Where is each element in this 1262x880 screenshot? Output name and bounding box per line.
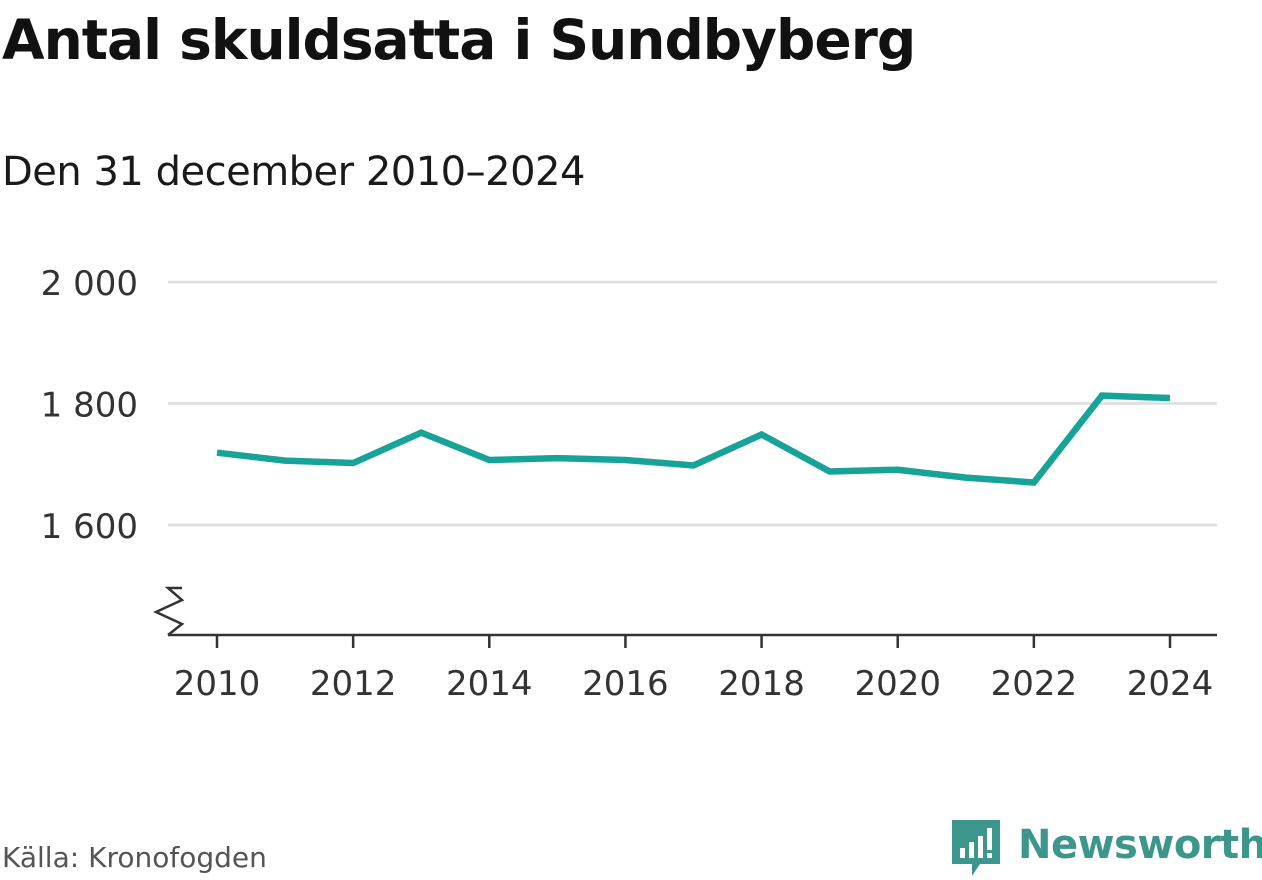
- data-point: [214, 450, 220, 456]
- x-tick-label: 2016: [582, 664, 669, 704]
- data-point: [963, 475, 969, 481]
- data-point: [418, 430, 424, 436]
- chart-title: Antal skuldsatta i Sundbyberg: [2, 8, 916, 72]
- x-tick-label: 2024: [1127, 664, 1214, 704]
- y-tick-label: 2 000: [41, 264, 138, 304]
- y-tick-label: 1 800: [41, 386, 138, 426]
- data-point: [350, 460, 356, 466]
- brand-logo: Newsworthy: [950, 818, 1262, 880]
- series-group: [214, 392, 1173, 486]
- data-point: [691, 462, 697, 468]
- y-axis-labels: 1 600 1 800 2 000: [41, 264, 138, 547]
- line-chart: 1 600 1 800 2 000 2010 2012 2014 2016 2018 2020…: [41, 264, 1217, 704]
- x-tick-label: 2022: [991, 664, 1078, 704]
- data-point: [1099, 393, 1105, 399]
- data-point: [622, 457, 628, 463]
- x-axis-labels: 2010 2012 2014 2016 2018 2020 2022 2024: [174, 664, 1214, 704]
- data-point: [1031, 479, 1037, 485]
- data-point: [1167, 395, 1173, 401]
- x-tick-label: 2010: [174, 664, 261, 704]
- newsworthy-logo-icon: [952, 820, 1000, 876]
- series-line: [216, 392, 1171, 486]
- gridlines: [168, 280, 1217, 527]
- data-point: [282, 458, 288, 464]
- x-axis: [153, 586, 1217, 648]
- data-point: [827, 469, 833, 475]
- chart-subtitle: Den 31 december 2010–2024: [2, 149, 585, 195]
- x-tick-label: 2012: [310, 664, 397, 704]
- data-point: [759, 431, 765, 437]
- data-point: [554, 455, 560, 461]
- x-tick-label: 2020: [854, 664, 941, 704]
- axis-break-icon: [153, 586, 185, 636]
- data-point: [486, 457, 492, 463]
- data-point: [895, 467, 901, 473]
- source-note: Källa: Kronofogden: [2, 841, 267, 874]
- x-tick-label: 2018: [718, 664, 805, 704]
- brand-name: Newsworthy: [1018, 822, 1262, 868]
- y-tick-label: 1 600: [41, 507, 138, 547]
- x-tick-label: 2014: [446, 664, 533, 704]
